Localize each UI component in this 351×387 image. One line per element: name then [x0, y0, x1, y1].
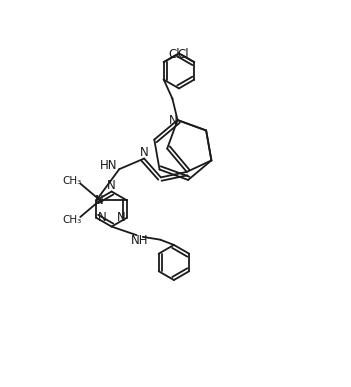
Text: CH₃: CH₃ [62, 215, 81, 225]
Text: HN: HN [100, 159, 118, 172]
Text: N: N [140, 146, 148, 159]
Text: N: N [107, 179, 116, 192]
Text: N: N [95, 194, 104, 207]
Text: Cl: Cl [168, 48, 180, 61]
Text: NH: NH [131, 234, 149, 247]
Text: N: N [117, 211, 125, 224]
Text: Cl: Cl [178, 48, 189, 61]
Text: N: N [169, 113, 178, 127]
Text: N: N [98, 211, 107, 224]
Text: CH₃: CH₃ [62, 176, 81, 186]
